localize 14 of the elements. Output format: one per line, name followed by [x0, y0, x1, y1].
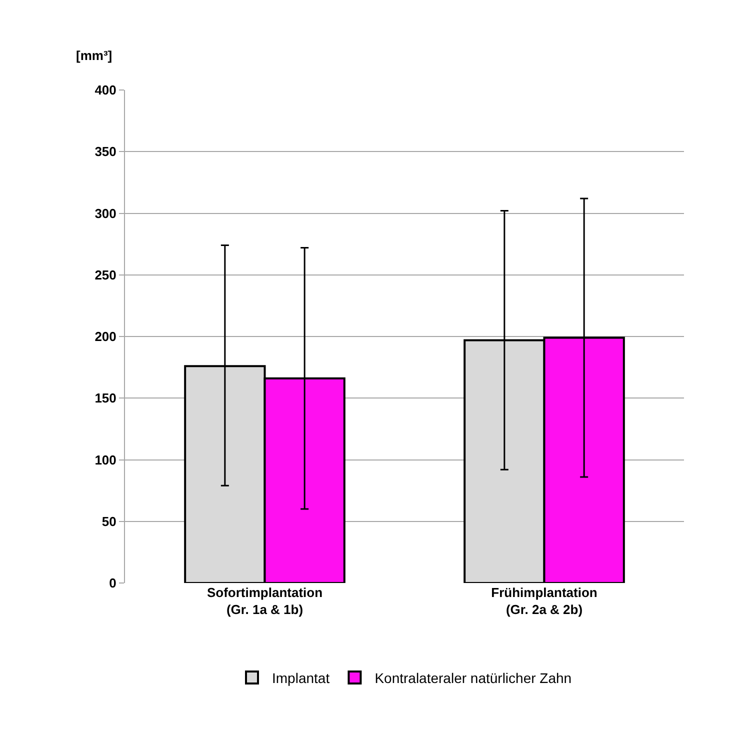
- y-tick-label: 300: [94, 206, 116, 221]
- y-axis-title: [mm³]: [76, 48, 112, 63]
- legend-label: Implantat: [272, 670, 330, 686]
- legend-label: Kontralateraler natürlicher Zahn: [374, 670, 572, 686]
- x-tick-label: Sofortimplantation (Gr. 1a & 1b): [206, 585, 323, 617]
- y-tick-label: 350: [94, 144, 116, 160]
- y-tick-label: 150: [94, 390, 116, 406]
- y-tick-label: 0: [109, 576, 116, 591]
- y-tick-label: 50: [102, 514, 116, 529]
- y-tick-label: 100: [94, 452, 116, 468]
- y-tick-label: 200: [94, 329, 116, 344]
- y-tick-label: 250: [94, 267, 116, 282]
- y-tick-label: 400: [94, 82, 116, 98]
- x-tick-label: Frühimplantation (Gr. 2a & 2b): [491, 585, 598, 617]
